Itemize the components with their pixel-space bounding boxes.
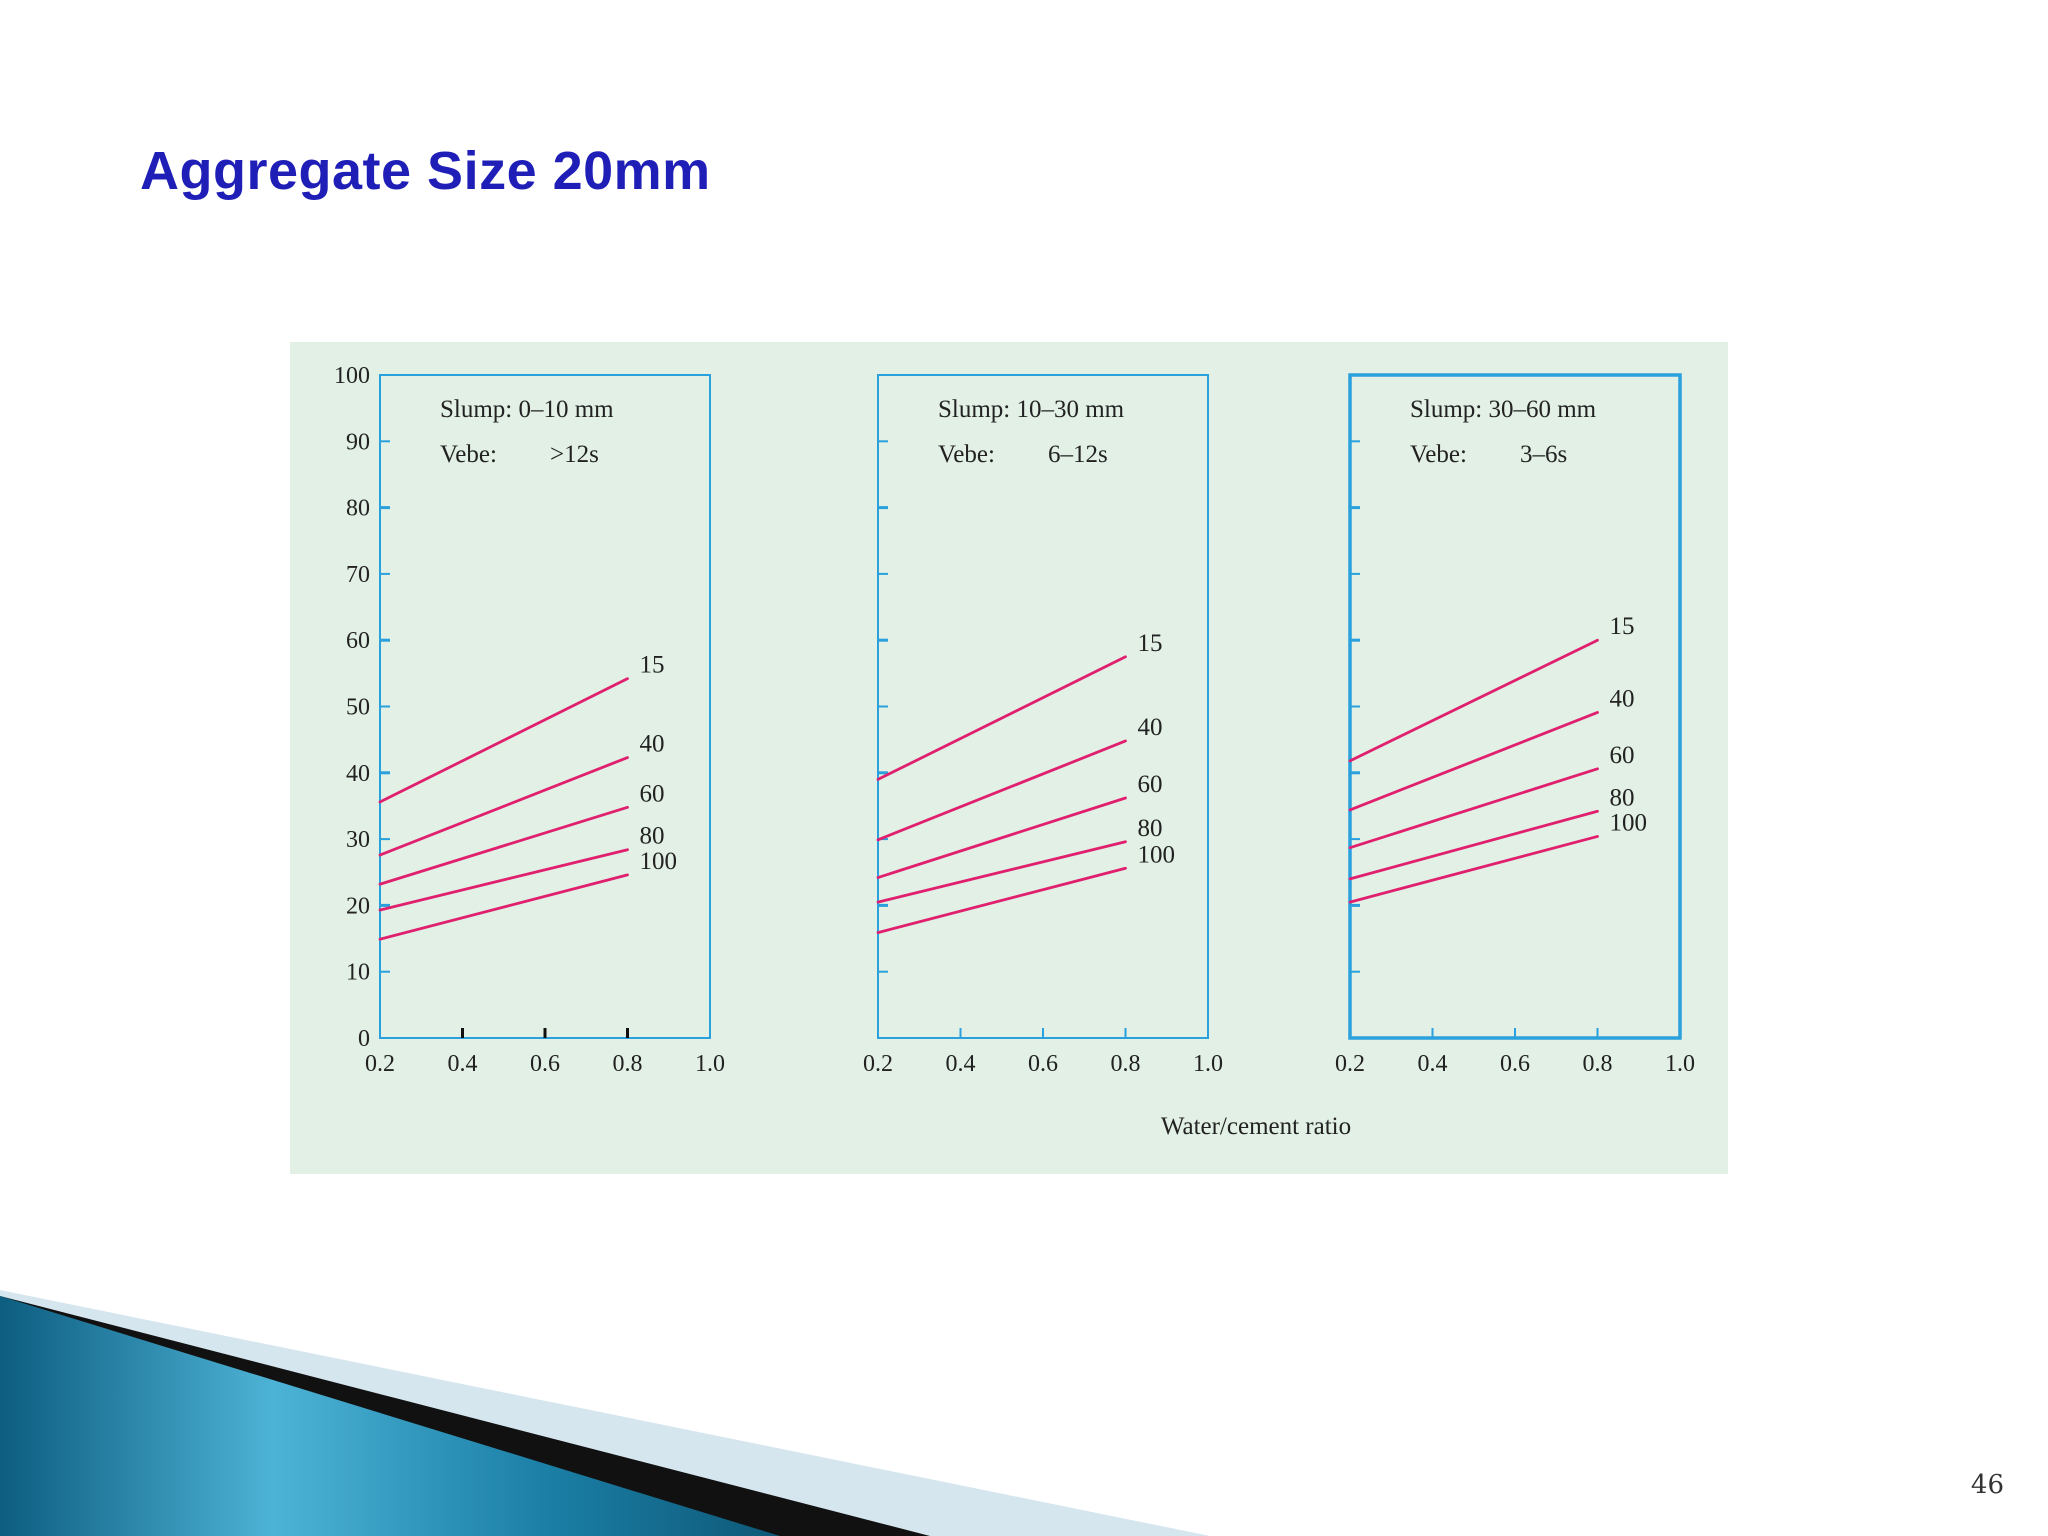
- series-label-15: 15: [1610, 613, 1635, 640]
- y-tick-label: 80: [346, 496, 370, 522]
- series-label-100: 100: [1610, 809, 1648, 836]
- chart-panel-2: 0.2 0.4 0.6 0.8 1.0 Slump: 10–30 mm Vebe: 6–12s…: [863, 374, 1223, 1077]
- vebe-note-label: Vebe:: [440, 441, 497, 468]
- x-tick-label: 0.4: [448, 1051, 478, 1077]
- x-tick-label: 1.0: [1665, 1051, 1695, 1077]
- series-line-40: [378, 756, 629, 857]
- y-tick-label: 30: [346, 827, 370, 853]
- series-label-100: 100: [1138, 841, 1176, 868]
- series-line-40: [876, 739, 1127, 842]
- figure-background: [290, 342, 1728, 1174]
- x-tick-label: 0.6: [1500, 1051, 1530, 1077]
- y-tick-label: 50: [346, 695, 370, 721]
- y-tick-label: 40: [346, 761, 370, 787]
- vebe-note-value: 3–6s: [1520, 441, 1567, 468]
- series-label-60: 60: [1138, 771, 1163, 798]
- page-number: 46: [1970, 1470, 2004, 1500]
- series-line-100: [378, 873, 629, 941]
- series-line-15: [876, 655, 1127, 781]
- x-axis-label: Water/cement ratio: [1161, 1113, 1351, 1140]
- y-tick-label: 90: [346, 429, 370, 455]
- vebe-note-label: Vebe:: [938, 441, 995, 468]
- series-label-40: 40: [640, 731, 665, 758]
- x-tick-label: 1.0: [1193, 1051, 1223, 1077]
- x-tick-label: 0.8: [613, 1051, 643, 1077]
- slump-note: Slump: 0–10 mm: [440, 396, 614, 423]
- y-tick-label: 0: [358, 1026, 370, 1052]
- series-line-80: [1348, 809, 1599, 881]
- x-tick-label: 0.4: [1418, 1051, 1448, 1077]
- series-label-60: 60: [640, 780, 665, 807]
- y-tick-label: 100: [334, 363, 370, 389]
- slump-note: Slump: 10–30 mm: [938, 396, 1125, 423]
- series-label-60: 60: [1610, 742, 1635, 769]
- x-tick-label: 0.4: [946, 1051, 976, 1077]
- series-label-80: 80: [640, 823, 665, 850]
- slump-note: Slump: 30–60 mm: [1410, 396, 1597, 423]
- series-line-100: [876, 866, 1127, 934]
- series-line-100: [1348, 835, 1599, 904]
- chart-panel-3: 0.2 0.4 0.6 0.8 1.0 Slump: 30–60 mm Vebe: 3–6s 1…: [1335, 373, 1695, 1077]
- x-tick-label: 0.6: [1028, 1051, 1058, 1077]
- vebe-note-label: Vebe:: [1410, 441, 1467, 468]
- x-tick-label: 0.6: [530, 1051, 560, 1077]
- series-label-80: 80: [1610, 784, 1635, 811]
- series-label-80: 80: [1138, 815, 1163, 842]
- chart-panel-1: 0.2 0.4 0.6 0.8 1.0 0 10 20 30 40 50 60 70 80 90 100 Slu…: [334, 363, 725, 1077]
- y-tick-label: 70: [346, 562, 370, 588]
- series-label-40: 40: [1610, 685, 1635, 712]
- series-line-80: [876, 840, 1127, 904]
- series-line-40: [1348, 711, 1599, 812]
- series-line-60: [378, 805, 629, 886]
- vebe-note-value: >12s: [550, 441, 599, 468]
- series-label-40: 40: [1138, 714, 1163, 741]
- blue-band-decoration: [0, 1296, 780, 1536]
- x-tick-label: 0.2: [365, 1051, 395, 1077]
- series-line-15: [378, 677, 629, 804]
- series-label-15: 15: [1138, 630, 1163, 657]
- x-tick-label: 0.2: [1335, 1051, 1365, 1077]
- series-line-15: [1348, 638, 1599, 763]
- series-label-15: 15: [640, 652, 665, 679]
- x-tick-label: 0.2: [863, 1051, 893, 1077]
- series-label-100: 100: [640, 848, 678, 875]
- x-tick-label: 0.8: [1111, 1051, 1141, 1077]
- x-tick-label: 0.8: [1583, 1051, 1613, 1077]
- y-tick-label: 10: [346, 960, 370, 986]
- series-line-60: [876, 796, 1127, 879]
- x-tick-label: 1.0: [695, 1051, 725, 1077]
- slide-title: Aggregate Size 20mm: [140, 141, 711, 201]
- series-line-60: [1348, 767, 1599, 850]
- vebe-note-value: 6–12s: [1048, 441, 1108, 468]
- corner-decoration: [0, 1290, 1210, 1536]
- series-line-80: [378, 848, 629, 912]
- y-tick-label: 60: [346, 628, 370, 654]
- y-tick-label: 20: [346, 893, 370, 919]
